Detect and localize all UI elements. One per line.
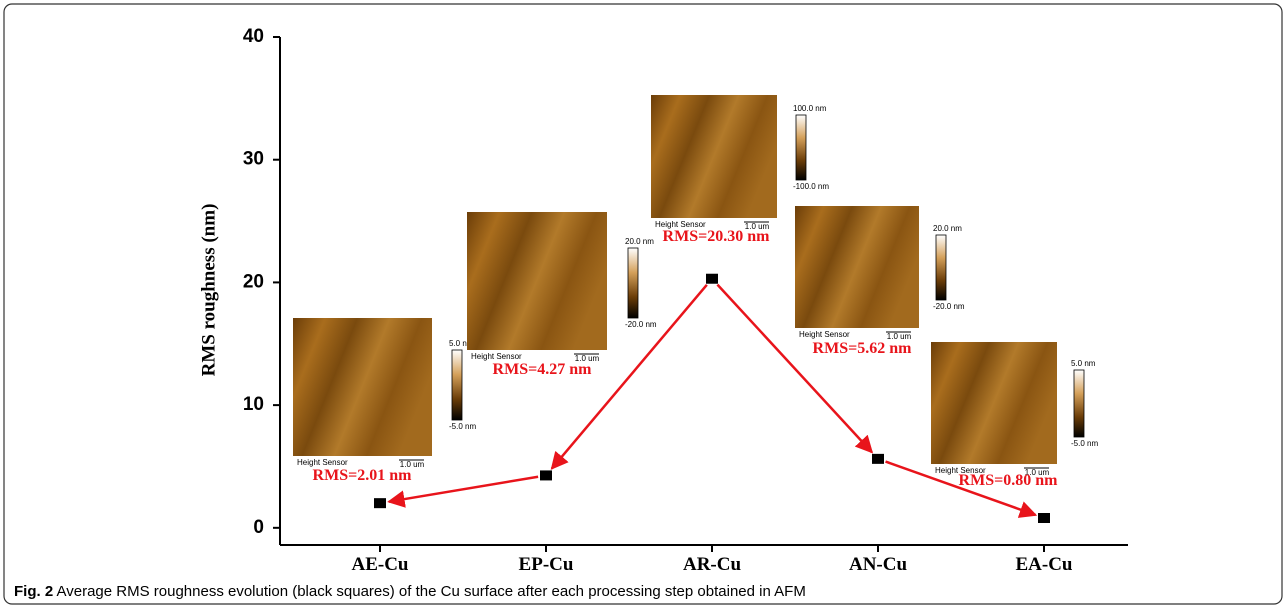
- x-tick-label: EA-Cu: [1015, 554, 1072, 575]
- colorbar-min: -20.0 nm: [933, 302, 965, 311]
- marker: [374, 498, 386, 508]
- value-label: RMS=20.30 nm: [663, 228, 771, 245]
- afm-image: [651, 95, 777, 218]
- sensor-label: Height Sensor: [297, 458, 348, 467]
- figure: RMS roughness (nm) Fig. 2 Average RMS ro…: [0, 0, 1287, 609]
- colorbar: [796, 115, 806, 180]
- colorbar: [628, 248, 638, 318]
- colorbar-min: -100.0 nm: [793, 182, 829, 191]
- caption-text: Average RMS roughness evolution (black s…: [57, 583, 806, 600]
- marker: [1038, 513, 1050, 523]
- sensor-label: Height Sensor: [471, 352, 522, 361]
- y-tick-label: 20: [243, 271, 264, 292]
- afm-image: [293, 318, 432, 456]
- y-tick-label: 40: [243, 26, 264, 47]
- caption: Fig. 2 Average RMS roughness evolution (…: [14, 583, 806, 600]
- y-tick-label: 30: [243, 149, 264, 170]
- x-tick-label: EP-Cu: [519, 554, 574, 575]
- colorbar: [936, 235, 946, 300]
- colorbar: [1074, 370, 1084, 437]
- value-label: RMS=0.80 nm: [959, 472, 1059, 489]
- value-label: RMS=5.62 nm: [813, 340, 913, 357]
- y-axis-label: RMS roughness (nm): [198, 204, 219, 377]
- marker: [706, 274, 718, 284]
- value-label: RMS=2.01 nm: [313, 467, 413, 484]
- colorbar-max: 5.0 nm: [1071, 359, 1096, 368]
- colorbar-max: 20.0 nm: [625, 237, 654, 246]
- colorbar-min: -5.0 nm: [1071, 439, 1098, 448]
- x-tick-label: AR-Cu: [683, 554, 741, 575]
- marker: [540, 470, 552, 480]
- afm-image: [931, 342, 1057, 464]
- sensor-label: Height Sensor: [799, 330, 850, 339]
- colorbar-max: 20.0 nm: [933, 224, 962, 233]
- colorbar-min: -20.0 nm: [625, 320, 657, 329]
- marker: [872, 454, 884, 464]
- value-label: RMS=4.27 nm: [493, 361, 593, 378]
- afm-image: [795, 206, 919, 328]
- afm-image: [467, 212, 607, 350]
- colorbar-max: 100.0 nm: [793, 104, 827, 113]
- colorbar: [452, 350, 462, 420]
- x-tick-label: AN-Cu: [849, 554, 907, 575]
- y-tick-label: 0: [253, 517, 264, 538]
- y-tick-label: 10: [243, 394, 264, 415]
- figure-border: [4, 4, 1282, 604]
- caption-label: Fig. 2: [14, 583, 53, 600]
- x-tick-label: AE-Cu: [351, 554, 408, 575]
- colorbar-min: -5.0 nm: [449, 422, 476, 431]
